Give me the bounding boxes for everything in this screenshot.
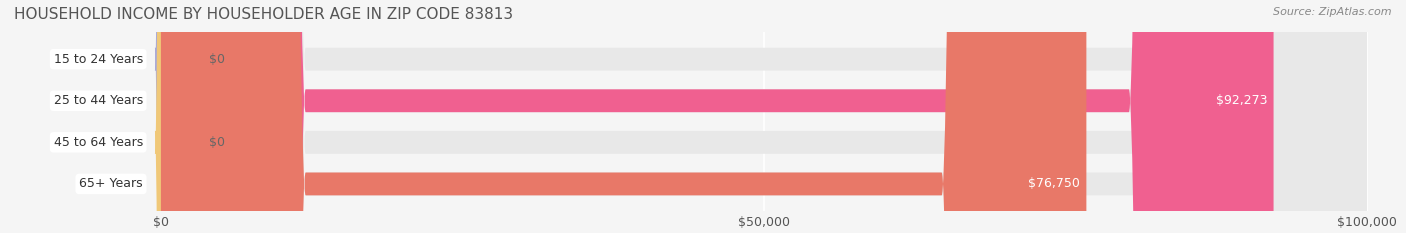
FancyBboxPatch shape [160, 0, 1274, 233]
FancyBboxPatch shape [155, 0, 197, 233]
Text: 15 to 24 Years: 15 to 24 Years [53, 53, 143, 66]
Text: $76,750: $76,750 [1028, 178, 1080, 190]
FancyBboxPatch shape [160, 0, 1367, 233]
Text: 45 to 64 Years: 45 to 64 Years [53, 136, 143, 149]
FancyBboxPatch shape [155, 0, 197, 233]
Text: $92,273: $92,273 [1216, 94, 1268, 107]
Text: $0: $0 [209, 136, 225, 149]
Text: HOUSEHOLD INCOME BY HOUSEHOLDER AGE IN ZIP CODE 83813: HOUSEHOLD INCOME BY HOUSEHOLDER AGE IN Z… [14, 7, 513, 22]
FancyBboxPatch shape [160, 0, 1087, 233]
Text: 65+ Years: 65+ Years [79, 178, 143, 190]
FancyBboxPatch shape [160, 0, 1367, 233]
Text: Source: ZipAtlas.com: Source: ZipAtlas.com [1274, 7, 1392, 17]
Text: 25 to 44 Years: 25 to 44 Years [53, 94, 143, 107]
FancyBboxPatch shape [160, 0, 1367, 233]
FancyBboxPatch shape [160, 0, 1367, 233]
Text: $0: $0 [209, 53, 225, 66]
